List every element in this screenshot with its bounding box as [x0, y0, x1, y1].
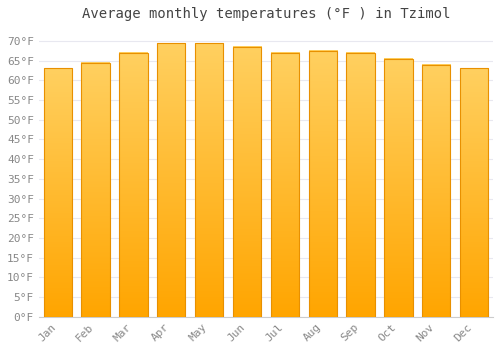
Bar [195, 43, 224, 317]
Bar [384, 58, 412, 317]
Bar [270, 53, 299, 317]
Bar [460, 69, 488, 317]
Bar [346, 53, 375, 317]
Bar [157, 43, 186, 317]
Bar [44, 69, 72, 317]
Bar [82, 63, 110, 317]
Bar [422, 64, 450, 317]
Bar [233, 47, 261, 317]
Bar [119, 53, 148, 317]
Bar [308, 51, 337, 317]
Title: Average monthly temperatures (°F ) in Tzimol: Average monthly temperatures (°F ) in Tz… [82, 7, 450, 21]
